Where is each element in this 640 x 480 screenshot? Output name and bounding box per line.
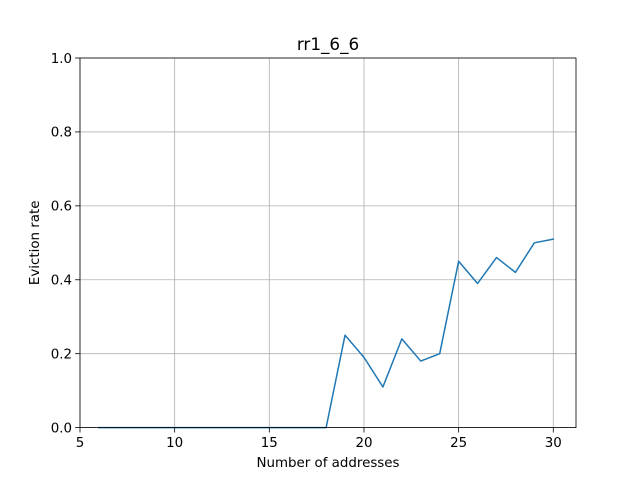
y-tick-label: 0.2 [51, 347, 72, 362]
x-tick-label: 25 [450, 436, 467, 451]
x-tick-label: 15 [261, 436, 278, 451]
y-tick-label: 0.8 [51, 126, 72, 141]
x-tick-label: 5 [76, 436, 85, 451]
x-tick-label: 20 [355, 436, 372, 451]
chart-title: rr1_6_6 [297, 34, 359, 55]
y-tick-label: 0.6 [51, 200, 72, 215]
y-axis-label: Eviction rate [28, 201, 43, 286]
y-tick-label: 1.0 [51, 52, 72, 67]
x-tick-label: 10 [166, 436, 183, 451]
plot-frame [79, 57, 577, 429]
x-tick-label: 30 [545, 436, 562, 451]
tick-layer: 5 10 15 20 25 30 0.0 0.2 0.4 0.6 0.8 1.0 [51, 52, 562, 451]
x-axis-label: Number of addresses [256, 456, 399, 471]
y-tick-label: 0.0 [51, 421, 72, 436]
y-tick-label: 0.4 [51, 274, 72, 289]
